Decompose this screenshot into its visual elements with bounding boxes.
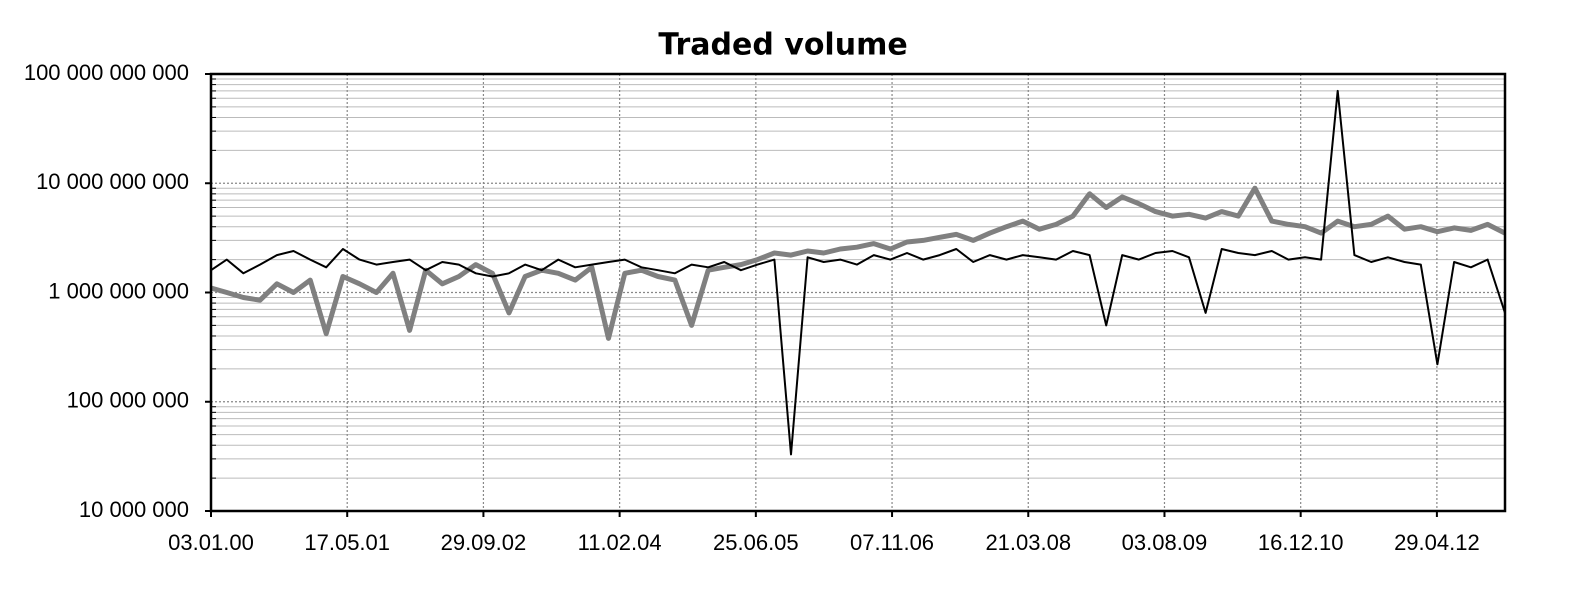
y-tick-label: 10 000 000 000 [36,169,189,194]
chart-title: Traded volume [658,28,907,63]
x-tick-label: 16.12.10 [1258,530,1344,555]
x-tick-label: 25.06.05 [713,530,799,555]
x-tick-label: 17.05.01 [304,530,390,555]
y-tick-label: 1 000 000 000 [48,278,189,303]
x-tick-label: 29.09.02 [441,530,527,555]
x-tick-label: 03.08.09 [1122,530,1208,555]
y-tick-label: 100 000 000 000 [24,60,189,85]
x-tick-label: 21.03.08 [985,530,1071,555]
plot-frame [209,72,1507,513]
y-tick-label: 100 000 000 [67,388,189,413]
x-tick-label: 29.04.12 [1394,530,1480,555]
x-tick-label: 03.01.00 [168,530,254,555]
y-tick-label: 10 000 000 [79,497,189,522]
x-tick-label: 11.02.04 [578,530,662,555]
x-tick-label: 07.11.06 [850,530,934,555]
series-line [210,89,1506,456]
